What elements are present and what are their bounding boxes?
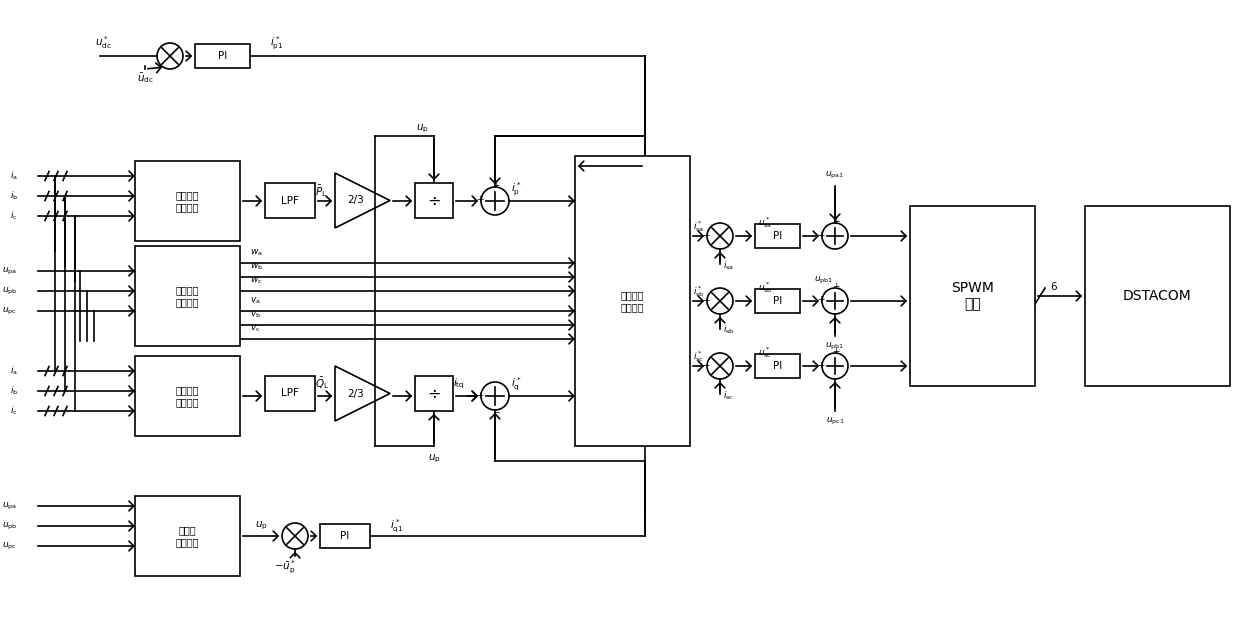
Bar	[135, 246, 241, 346]
Bar	[195, 44, 250, 68]
Text: $u_{\rm p}$: $u_{\rm p}$	[255, 520, 268, 532]
Text: 瞬时无功
功率计算: 瞬时无功 功率计算	[176, 385, 200, 407]
Text: $u_{\rm pb1}$: $u_{\rm pb1}$	[826, 341, 844, 352]
Text: $u_{\rm pa1}$: $u_{\rm pa1}$	[826, 170, 844, 181]
Bar	[1085, 206, 1230, 386]
Text: ÷: ÷	[428, 386, 440, 401]
Text: $w_{\rm c}$: $w_{\rm c}$	[250, 276, 263, 286]
Text: 2/3: 2/3	[347, 196, 365, 206]
Bar	[135, 356, 241, 436]
Text: $v_{\rm c}$: $v_{\rm c}$	[250, 324, 260, 334]
Text: 正交相位
计算模块: 正交相位 计算模块	[176, 285, 200, 307]
Text: SPWM
调制: SPWM 调制	[951, 281, 994, 311]
Text: $-\bar{u}_{\rm p}^*$: $-\bar{u}_{\rm p}^*$	[274, 559, 296, 576]
Text: PI: PI	[340, 531, 350, 541]
Text: $i_{\rm p}^*$: $i_{\rm p}^*$	[511, 180, 522, 197]
Text: $i_{\rm sc}$: $i_{\rm sc}$	[723, 389, 734, 402]
Text: 2/3: 2/3	[347, 389, 365, 399]
Text: $u_{\rm sa}^*$: $u_{\rm sa}^*$	[758, 215, 773, 230]
Text: LPF: LPF	[281, 196, 299, 206]
Text: +: +	[832, 347, 839, 356]
Text: +: +	[832, 282, 839, 291]
Text: $i_{\rm c}$: $i_{\rm c}$	[10, 405, 17, 417]
Text: $u_{\rm p}$: $u_{\rm p}$	[428, 453, 440, 465]
Text: $u_{\rm pc}$: $u_{\rm pc}$	[2, 306, 17, 317]
Bar	[135, 161, 241, 241]
Bar	[135, 496, 241, 576]
Text: $u_{\rm pb}$: $u_{\rm pb}$	[2, 520, 17, 532]
Bar	[265, 183, 315, 218]
Text: $i_{\rm b}$: $i_{\rm b}$	[10, 385, 19, 397]
Text: $i_{\rm tq}$: $i_{\rm tq}$	[454, 377, 465, 391]
Text: +: +	[492, 181, 500, 190]
Text: −: −	[702, 361, 709, 369]
Text: $u_{\rm pb1}$: $u_{\rm pb1}$	[813, 275, 833, 286]
Text: 6: 6	[1050, 282, 1056, 292]
Text: $u_{\rm pc}$: $u_{\rm pc}$	[2, 540, 17, 551]
Bar	[415, 183, 453, 218]
Text: $\bar{Q}_{\rm L}$: $\bar{Q}_{\rm L}$	[315, 375, 330, 391]
Bar	[415, 376, 453, 411]
Text: $i_{\rm sa}^*$: $i_{\rm sa}^*$	[693, 220, 704, 235]
Text: $u_{\rm pc1}$: $u_{\rm pc1}$	[826, 416, 844, 427]
Text: $v_{\rm b}$: $v_{\rm b}$	[250, 309, 262, 320]
Text: $u_{\rm pa}$: $u_{\rm pa}$	[2, 265, 17, 276]
Text: ÷: ÷	[428, 193, 440, 208]
Text: $u_{\rm pa}$: $u_{\rm pa}$	[2, 501, 17, 512]
Text: $i_{\rm c}$: $i_{\rm c}$	[10, 210, 17, 222]
Text: $i_{\rm a}$: $i_{\rm a}$	[10, 365, 17, 377]
Text: 瞬时有功
功率计算: 瞬时有功 功率计算	[176, 190, 200, 212]
Text: $i_{\rm sb}^*$: $i_{\rm sb}^*$	[693, 284, 704, 299]
Text: $v_{\rm a}$: $v_{\rm a}$	[250, 296, 260, 306]
Text: 耦合点
幅值计算: 耦合点 幅值计算	[176, 525, 200, 547]
Bar	[755, 354, 800, 378]
Text: −: −	[702, 230, 709, 240]
Text: $w_{\rm b}$: $w_{\rm b}$	[250, 261, 263, 272]
Text: +: +	[476, 391, 484, 399]
Text: PI: PI	[773, 361, 782, 371]
Bar	[575, 156, 689, 446]
Text: 电流参考
信号合成: 电流参考 信号合成	[621, 290, 645, 312]
Text: $\bar{u}_{\rm dc}$: $\bar{u}_{\rm dc}$	[136, 71, 154, 85]
Text: $i_{\rm sc}^*$: $i_{\rm sc}^*$	[693, 350, 704, 365]
Text: $i_{\rm p1}^*$: $i_{\rm p1}^*$	[270, 34, 284, 52]
Text: $u_{\rm dc}^*$: $u_{\rm dc}^*$	[95, 35, 112, 52]
Text: DSTACOM: DSTACOM	[1123, 289, 1192, 303]
Text: +: +	[817, 361, 825, 369]
Text: LPF: LPF	[281, 389, 299, 399]
Text: +: +	[832, 217, 839, 226]
Bar	[755, 289, 800, 313]
Text: $u_{\rm sc}^*$: $u_{\rm sc}^*$	[758, 345, 773, 360]
Text: $i_{\rm q}^*$: $i_{\rm q}^*$	[511, 375, 522, 392]
Text: −: −	[702, 296, 709, 304]
Text: PI: PI	[218, 51, 227, 61]
Text: $i_{\rm sa}$: $i_{\rm sa}$	[723, 259, 734, 271]
Text: $u_{\rm p}$: $u_{\rm p}$	[417, 123, 429, 135]
Bar	[265, 376, 315, 411]
Text: $i_{\rm b}$: $i_{\rm b}$	[10, 190, 19, 202]
Text: $i_{\rm a}$: $i_{\rm a}$	[10, 170, 17, 182]
Text: $i_{\rm q1}^*$: $i_{\rm q1}^*$	[391, 517, 403, 535]
Text: $i_{\rm sb}$: $i_{\rm sb}$	[723, 324, 734, 337]
Bar	[755, 224, 800, 248]
Text: PI: PI	[773, 296, 782, 306]
Bar	[910, 206, 1035, 386]
Text: +: +	[817, 230, 825, 240]
Text: −: −	[492, 407, 500, 416]
Text: $w_{\rm a}$: $w_{\rm a}$	[250, 248, 263, 258]
Text: +: +	[476, 196, 484, 204]
Text: $\bar{P}_{\rm L}$: $\bar{P}_{\rm L}$	[315, 183, 327, 199]
Text: $u_{\rm pb}$: $u_{\rm pb}$	[2, 286, 17, 297]
Text: +: +	[817, 296, 825, 304]
Bar	[320, 524, 370, 548]
Text: $u_{\rm sb}^*$: $u_{\rm sb}^*$	[758, 281, 773, 296]
Text: PI: PI	[773, 231, 782, 241]
